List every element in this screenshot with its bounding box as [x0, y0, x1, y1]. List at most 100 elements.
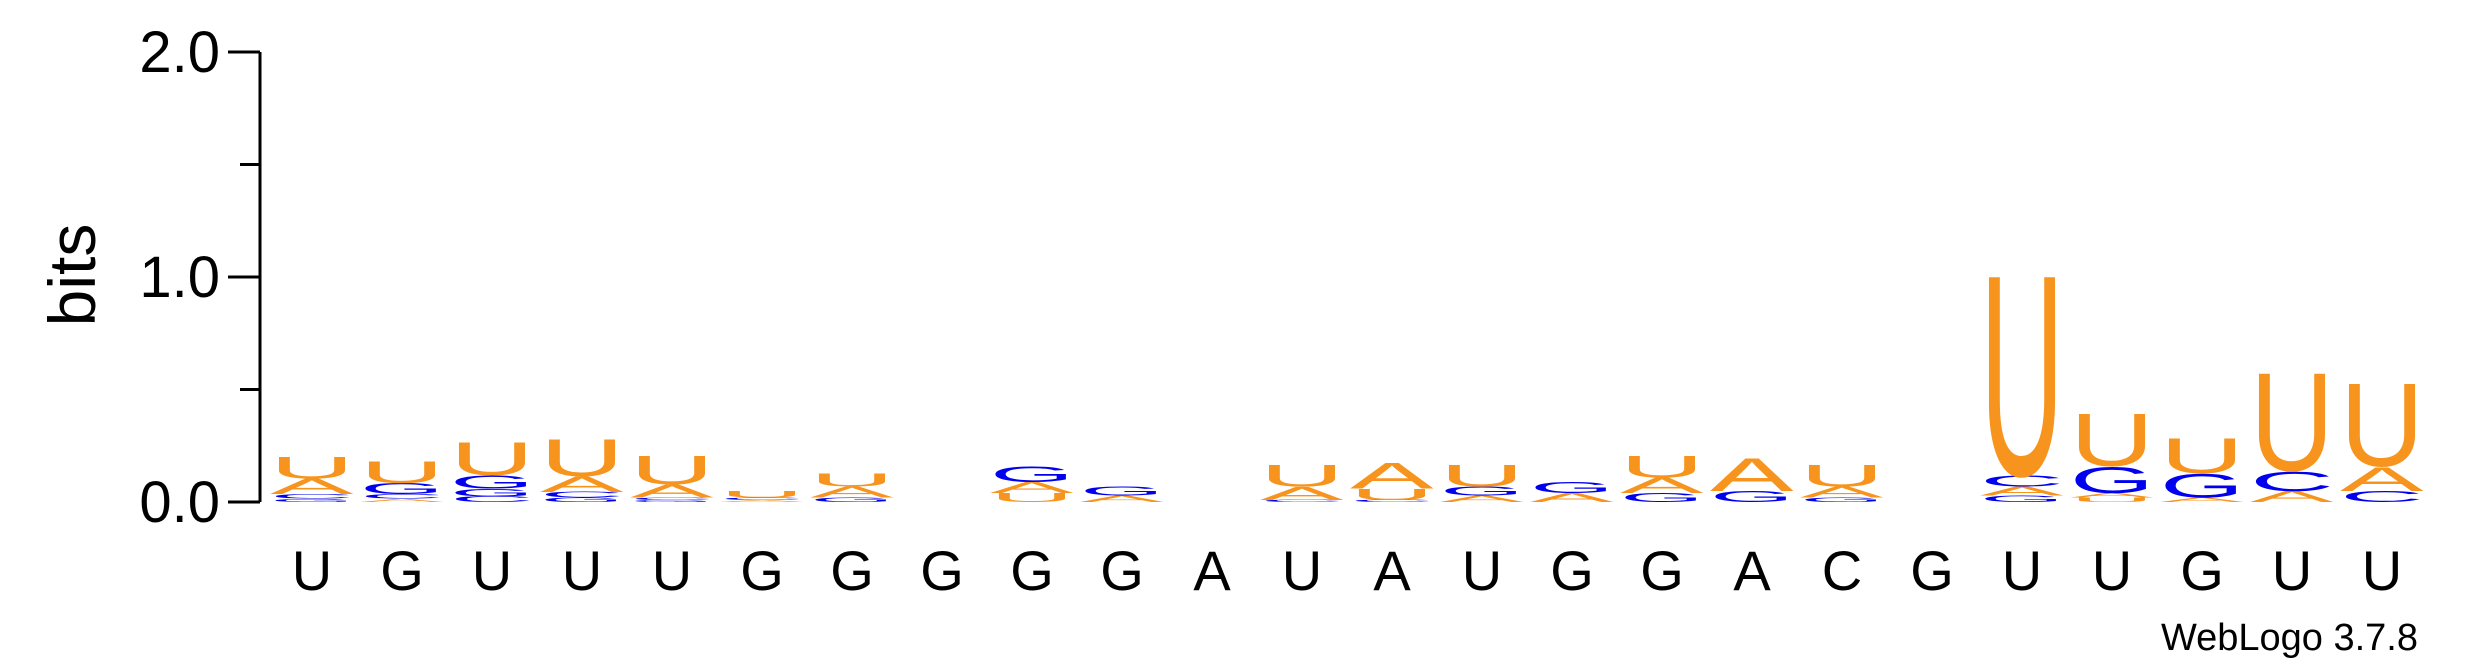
- x-tick-label: G: [1100, 539, 1144, 602]
- y-tick-label: 2.0: [139, 20, 220, 85]
- logo-glyph-u: U: [1800, 458, 1884, 493]
- x-tick-label: G: [1010, 539, 1054, 602]
- logo-glyph-u: U: [450, 433, 534, 485]
- logo-glyph-g: G: [630, 499, 714, 502]
- logo-glyph-c: C: [360, 493, 444, 500]
- logo-glyph-g: G: [1620, 491, 1704, 505]
- y-axis: 0.0 1.0 2.0: [139, 20, 262, 535]
- x-tick-label: G: [1640, 539, 1684, 602]
- logo-glyph-a: A: [630, 481, 714, 502]
- logo-glyph-g: G: [1080, 484, 1164, 498]
- y-axis-label: bits: [35, 224, 109, 327]
- logo-glyph-g: G: [810, 496, 894, 503]
- logo-glyph-c: C: [1350, 499, 1434, 502]
- logo-glyph-g: G: [450, 487, 534, 499]
- logo-glyph-g: G: [1710, 488, 1794, 505]
- x-tick-label: C: [1822, 539, 1862, 602]
- logo-glyph-g: G: [990, 462, 1074, 487]
- x-tick-label: G: [830, 539, 874, 602]
- logo-glyph-u: U: [720, 489, 804, 499]
- logo-glyph-g: G: [2070, 460, 2154, 502]
- logo-glyph-a: A: [540, 472, 624, 496]
- x-tick-label: A: [1733, 539, 1771, 602]
- logo-glyph-g: G: [450, 472, 534, 493]
- logo-glyph-c: C: [1260, 499, 1344, 502]
- logo-glyph-c: C: [2250, 465, 2334, 497]
- logo-glyph-a: A: [1800, 483, 1884, 500]
- logo-glyph-c: C: [450, 495, 534, 504]
- x-tick-label: G: [380, 539, 424, 602]
- y-tick-label: 1.0: [139, 245, 220, 310]
- x-tick-label: U: [1282, 539, 1322, 602]
- logo-glyph-a: A: [2160, 496, 2245, 503]
- x-tick-label: G: [1910, 539, 1954, 602]
- logo-glyph-g: G: [270, 498, 354, 503]
- logo-glyph-c: C: [270, 493, 354, 500]
- logo-glyph-u: U: [2160, 428, 2244, 484]
- x-tick-label: G: [1550, 539, 1594, 602]
- logo-glyph-a: A: [720, 499, 804, 502]
- logo-glyph-u: U: [990, 491, 1074, 505]
- x-tick-label: G: [2180, 539, 2224, 602]
- logo-glyph-a: A: [270, 475, 354, 499]
- logo-glyph-c: C: [630, 497, 714, 500]
- logo-glyph-c: C: [2340, 488, 2424, 506]
- x-tick-label: U: [652, 539, 692, 602]
- logo-glyph-a: A: [1620, 474, 1704, 498]
- x-tick-label: U: [2362, 539, 2402, 602]
- x-tick-label: U: [2002, 539, 2042, 602]
- logo-glyph-u: U: [1260, 458, 1344, 493]
- logo-glyph-c: C: [540, 490, 624, 499]
- logo-glyph-u: U: [1980, 215, 2064, 536]
- logo-glyph-a: A: [1440, 494, 1525, 504]
- logo-glyph-a: A: [2250, 488, 2334, 505]
- logo-glyph-u: U: [540, 429, 624, 488]
- x-tick-label: U: [2272, 539, 2312, 602]
- logo-stacks: GCAUACGUCGGUGCAUGCAUACUGAUUAGAGCAUCUAAGU…: [270, 215, 2425, 536]
- logo-glyph-g: G: [540, 496, 624, 503]
- logo-glyph-g: G: [1980, 494, 2064, 504]
- logo-glyph-u: U: [1350, 486, 1434, 504]
- logo-glyph-a: A: [810, 483, 894, 500]
- logo-glyph-c: C: [720, 497, 804, 500]
- logo-glyph-g: G: [2160, 466, 2244, 505]
- weblogo-credit: WebLogo 3.7.8: [2161, 617, 2418, 659]
- x-tick-label: G: [920, 539, 964, 602]
- x-tick-label: G: [740, 539, 784, 602]
- logo-glyph-u: U: [630, 448, 714, 493]
- logo-glyph-a: A: [360, 498, 444, 503]
- logo-glyph-u: U: [810, 469, 894, 490]
- logo-glyph-g: G: [360, 480, 444, 497]
- logo-glyph-u: U: [2340, 359, 2424, 491]
- x-tick-label: U: [472, 539, 512, 602]
- logo-glyph-g: G: [1440, 484, 1524, 498]
- logo-glyph-g: G: [1530, 479, 1614, 496]
- x-tick-label: A: [1193, 539, 1231, 602]
- x-tick-label: U: [562, 539, 602, 602]
- x-tick-label: U: [2092, 539, 2132, 602]
- logo-glyph-a: A: [2340, 460, 2425, 498]
- logo-glyph-a: A: [1980, 484, 2064, 498]
- logo-glyph-a: A: [1350, 454, 1434, 496]
- logo-glyph-u: U: [1440, 458, 1524, 493]
- logo-glyph-a: A: [1710, 449, 1794, 501]
- logo-glyph-a: A: [1080, 494, 1165, 504]
- logo-glyph-a: A: [1530, 491, 1614, 505]
- x-tick-label: U: [1462, 539, 1502, 602]
- logo-glyph-u: U: [1620, 449, 1704, 484]
- logo-glyph-c: C: [1980, 472, 2064, 490]
- x-tick-label: U: [292, 539, 332, 602]
- logo-glyph-a: A: [990, 479, 1074, 496]
- y-tick-label: 0.0: [139, 470, 220, 535]
- x-tick-label: A: [1373, 539, 1411, 602]
- logo-glyph-u: U: [2250, 344, 2334, 501]
- logo-glyph-u: U: [360, 455, 444, 490]
- logo-glyph-u: U: [2070, 496, 2154, 503]
- logo-glyph-a: A: [1260, 483, 1344, 504]
- logo-glyph-a: A: [2070, 492, 2155, 499]
- logo-glyph-g: G: [1800, 496, 1884, 503]
- logo-glyph-u: U: [2070, 398, 2154, 482]
- logo-glyph-u: U: [270, 450, 354, 485]
